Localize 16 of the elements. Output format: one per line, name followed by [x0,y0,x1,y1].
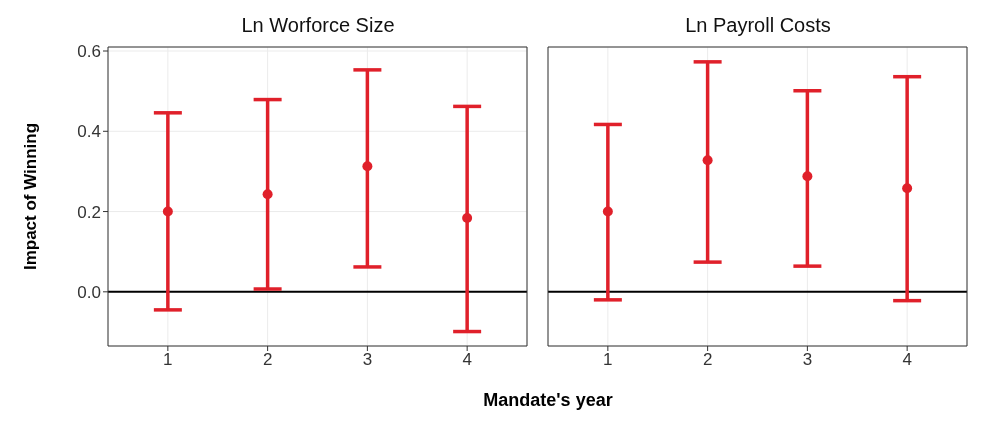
y-tick-label: 0.4 [77,122,101,142]
x-axis-title: Mandate's year [482,390,614,411]
y-tick-label: 0.0 [77,282,101,302]
x-tick-label: 3 [802,350,813,370]
chart-title: Ln Worforce Size [240,13,396,38]
x-tick-label: 4 [902,350,912,370]
x-tick-label: 4 [462,350,472,370]
x-tick-label: 3 [362,350,373,370]
x-tick-label: 2 [702,350,713,370]
x-tick-label: 2 [262,350,273,370]
y-axis-title: Impact of Winning [21,122,41,271]
chart-title: Ln Payroll Costs [684,13,832,38]
x-tick-label: 1 [603,350,613,370]
y-tick-label: 0.6 [77,42,101,62]
x-tick-label: 1 [163,350,173,370]
y-tick-label: 0.2 [77,202,101,222]
